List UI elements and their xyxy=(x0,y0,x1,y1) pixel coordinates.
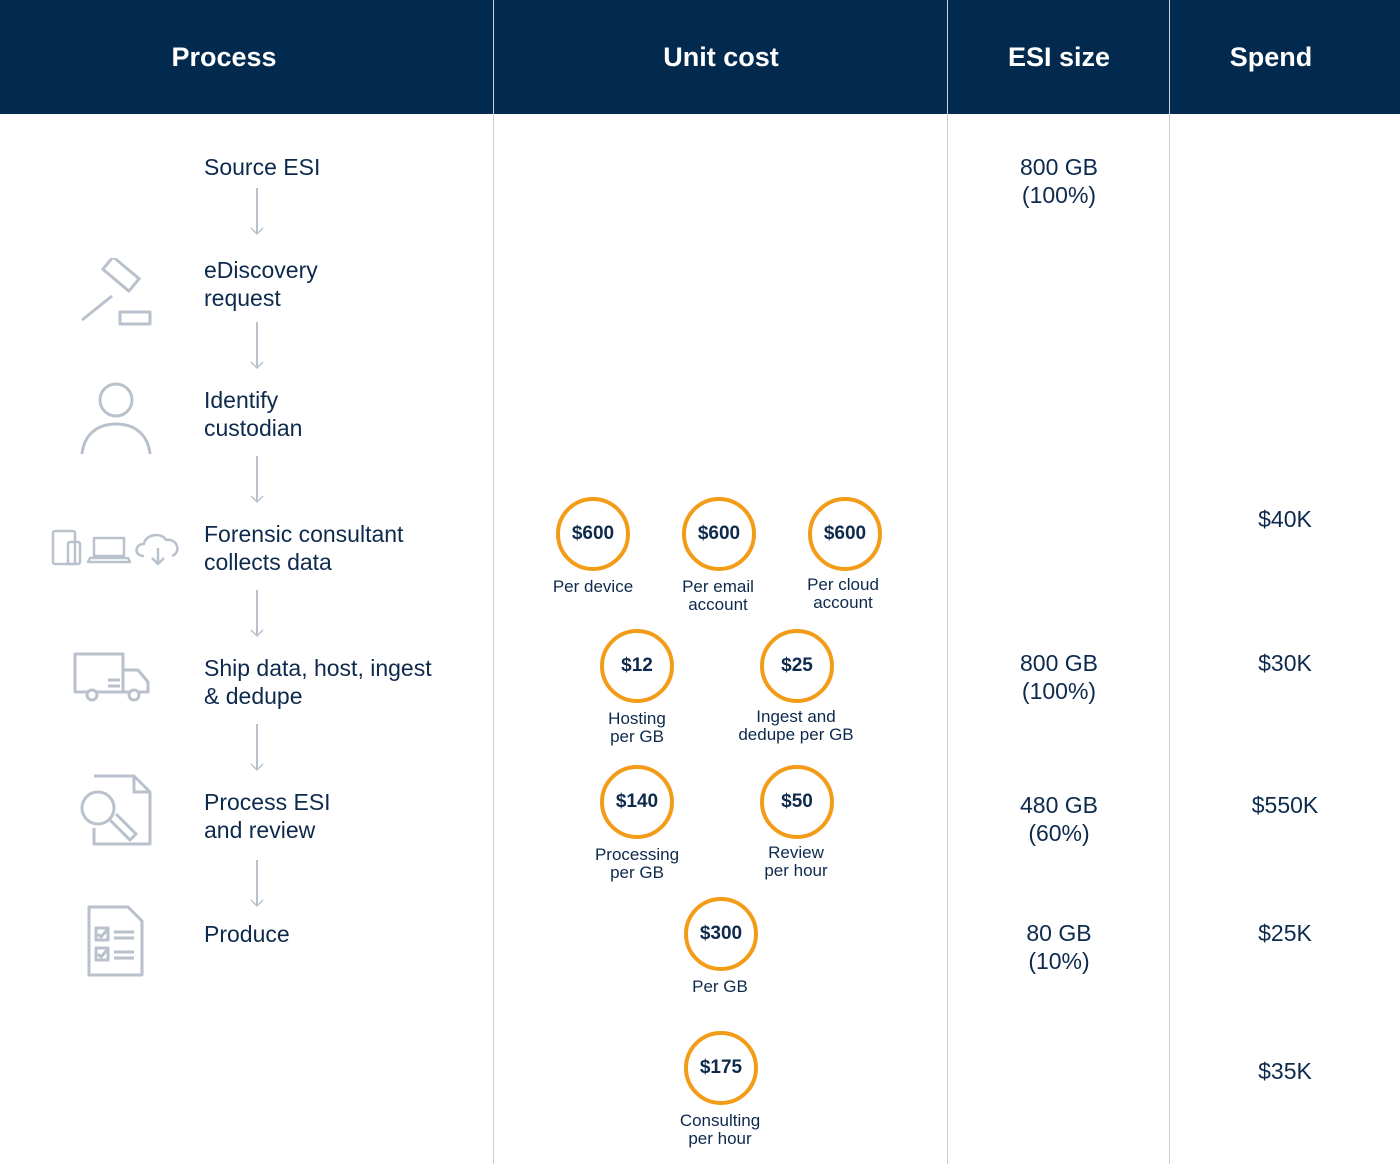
cost-per-device-badge: $600 xyxy=(556,497,630,571)
table-header: Process Unit cost ESI size Spend xyxy=(0,0,1400,114)
cost-per-email-label: Per email account xyxy=(682,577,754,614)
esi-size-source: 800 GB (100%) xyxy=(1020,154,1098,208)
cost-processing-label: Processing per GB xyxy=(594,845,680,882)
cost-consulting-label: Consulting per hour xyxy=(679,1111,761,1148)
cost-per-device-label: Per device xyxy=(552,577,634,596)
step-source-esi: Source ESI xyxy=(204,154,321,180)
cost-ingest-badge: $25 xyxy=(760,629,834,703)
document-search-icon xyxy=(80,774,152,846)
step-forensic-collection: Forensic consultant collects data xyxy=(204,521,404,575)
flow-arrow xyxy=(249,456,265,504)
step-ship-host-ingest: Ship data, host, ingest & dedupe xyxy=(204,655,432,709)
cost-per-cloud-badge: $600 xyxy=(808,497,882,571)
gavel-icon xyxy=(81,258,152,326)
step-process-review: Process ESI and review xyxy=(204,789,331,843)
cost-processing-badge: $140 xyxy=(600,765,674,839)
cost-review-badge: $50 xyxy=(760,765,834,839)
esi-size-process: 480 GB (60%) xyxy=(1020,792,1098,846)
column-divider xyxy=(493,0,494,1164)
header-spend: Spend xyxy=(1229,41,1313,72)
header-process: Process xyxy=(171,41,277,72)
cost-hosting-badge: $12 xyxy=(600,629,674,703)
person-icon xyxy=(80,382,152,455)
header-esi-size: ESI size xyxy=(1007,41,1111,72)
spend-ship: $30K xyxy=(1258,650,1312,676)
cost-per-email-badge: $600 xyxy=(682,497,756,571)
column-divider xyxy=(1169,0,1170,1164)
flow-arrow xyxy=(249,188,265,236)
step-produce: Produce xyxy=(204,921,290,947)
step-identify-custodian: Identify custodian xyxy=(204,387,303,441)
cost-consulting-badge: $175 xyxy=(684,1031,758,1105)
flow-arrow xyxy=(249,860,265,908)
spend-produce: $25K xyxy=(1258,920,1312,946)
header-unit-cost: Unit cost xyxy=(663,41,779,72)
checklist-icon xyxy=(87,905,144,977)
esi-size-produce: 80 GB (10%) xyxy=(1026,920,1092,974)
cost-produce-label: Per GB xyxy=(692,977,748,996)
esi-size-ship: 800 GB (100%) xyxy=(1020,650,1098,704)
flow-arrow xyxy=(249,590,265,638)
spend-forensic: $40K xyxy=(1258,506,1312,532)
cost-review-label: Review per hour xyxy=(764,843,828,880)
truck-icon xyxy=(73,652,150,702)
cost-ingest-label: Ingest and dedupe per GB xyxy=(738,707,854,744)
column-divider xyxy=(947,0,948,1164)
devices-icon xyxy=(51,529,179,566)
cost-produce-badge: $300 xyxy=(684,897,758,971)
cost-per-cloud-label: Per cloud account xyxy=(807,575,879,612)
step-ediscovery-request: eDiscovery request xyxy=(204,257,318,311)
flow-arrow xyxy=(249,322,265,370)
spend-consulting: $35K xyxy=(1258,1058,1312,1084)
flow-arrow xyxy=(249,724,265,772)
cost-hosting-label: Hosting per GB xyxy=(608,709,666,746)
spend-process: $550K xyxy=(1251,792,1319,818)
